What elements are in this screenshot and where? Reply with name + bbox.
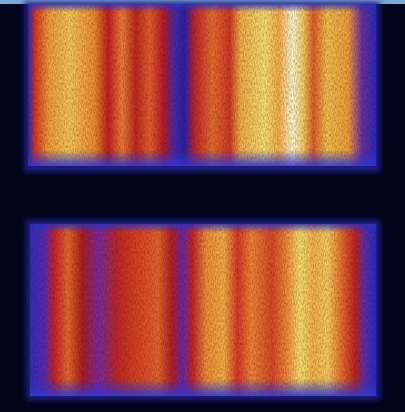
lower-panel [26,220,380,400]
edge-fade [30,224,376,396]
edge-fade [28,4,376,166]
false-color-image [0,0,405,412]
page [0,0,405,412]
upper-panel [24,2,380,172]
